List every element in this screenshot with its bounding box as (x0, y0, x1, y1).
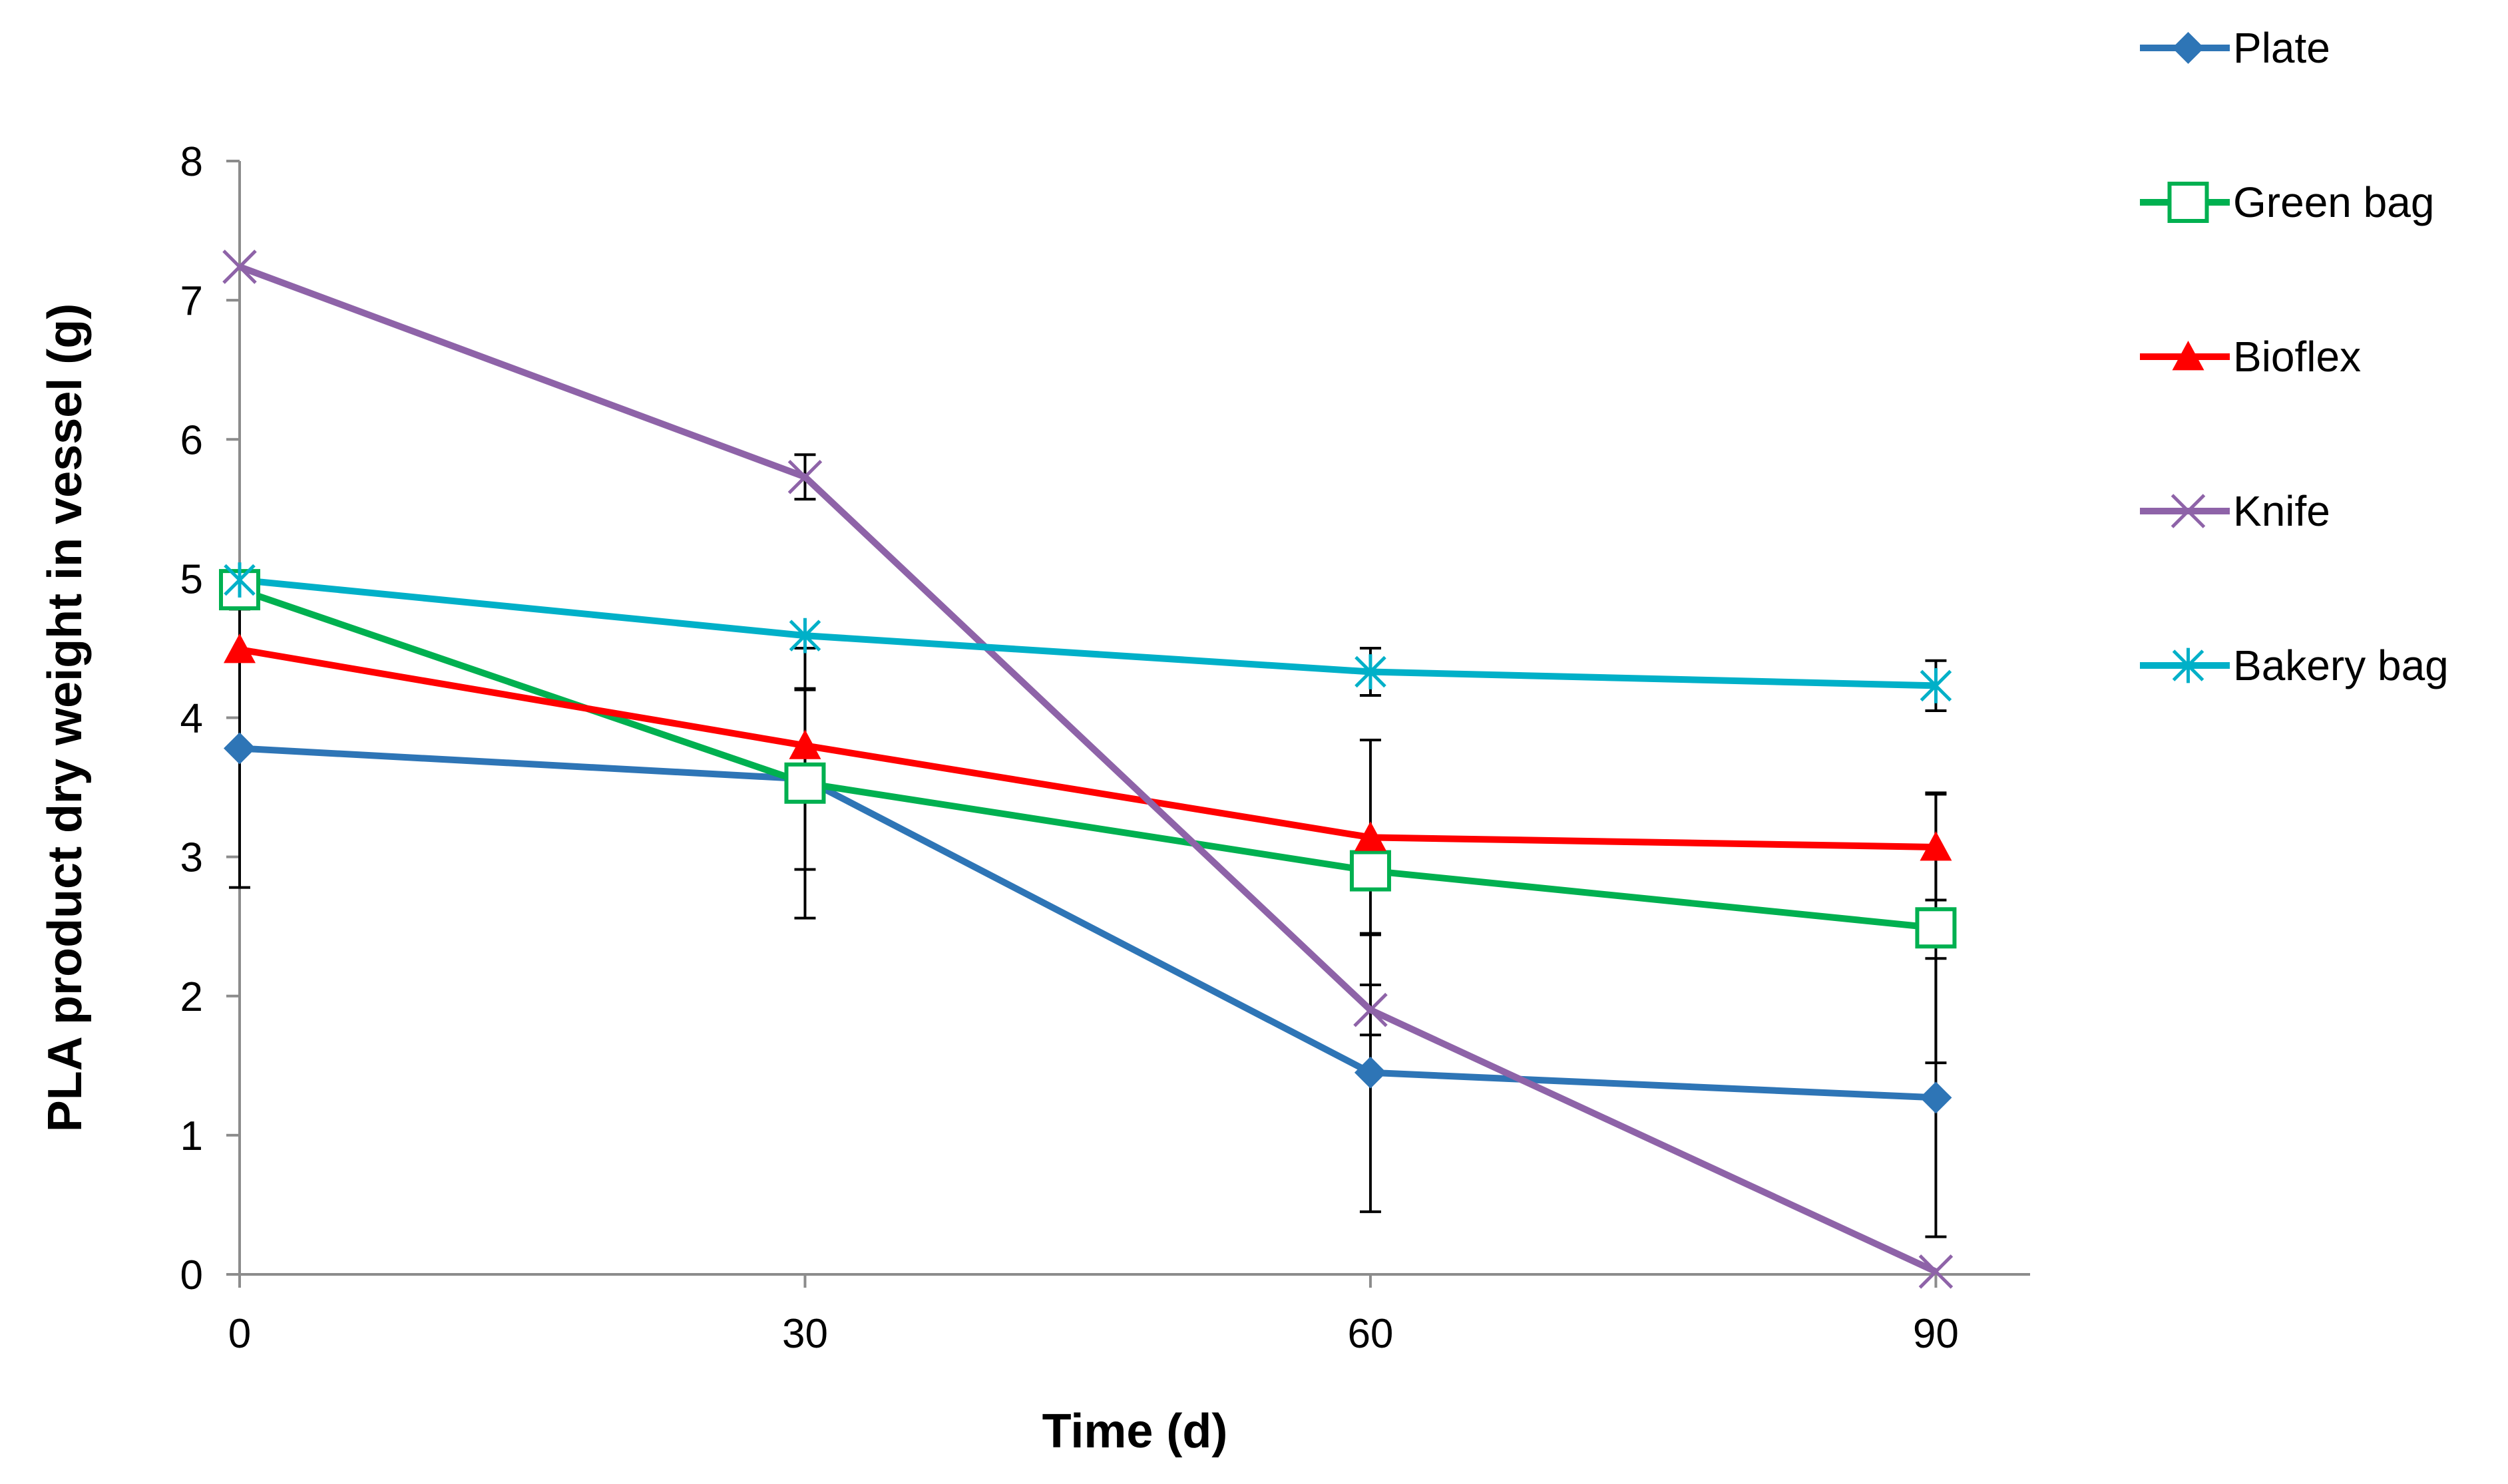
legend-marker (2172, 341, 2204, 371)
y-tick-label: 5 (180, 556, 203, 602)
y-tick-label: 4 (180, 696, 203, 742)
legend-item-plate: Plate (2140, 24, 2330, 72)
x-axis-title: Time (d) (1042, 1405, 1228, 1458)
chart-axes: 0 1 2 3 4 5 6 7 8 0 30 60 90 (180, 139, 2030, 1357)
legend-label: Plate (2233, 24, 2330, 72)
marker-stroke (222, 250, 257, 284)
bioflex-line (239, 646, 1936, 850)
marker-stroke (787, 459, 823, 494)
y-tick-label: 1 (180, 1113, 203, 1159)
legend-marker (2172, 648, 2204, 683)
plate-point (1354, 1056, 1386, 1089)
legend-item-green-bag: Green bag (2140, 178, 2434, 226)
marker-stroke (1353, 992, 1388, 1027)
bakery-bag-line (239, 576, 1936, 689)
knife-point (787, 459, 823, 494)
y-tick-label: 8 (180, 139, 203, 185)
y-tick-label: 7 (180, 278, 203, 324)
y-axis-title: PLA product dry weight in vessel (g) (39, 303, 92, 1132)
legend-marker (2171, 494, 2206, 528)
series-markers (219, 250, 1957, 1289)
green-bag-point (784, 762, 826, 804)
knife-line (238, 264, 1938, 1275)
marker-stroke (2171, 494, 2206, 528)
bioflex-point (224, 634, 256, 663)
legend-item-bakery-bag: Bakery bag (2140, 642, 2449, 689)
plate-line (239, 745, 1936, 1101)
legend-item-bioflex: Bioflex (2140, 333, 2361, 381)
plate-point (224, 732, 256, 765)
legend-label: Knife (2233, 487, 2330, 535)
bakery-bag-point (1355, 654, 1386, 689)
bioflex-point (1354, 821, 1386, 851)
green-bag-line (238, 586, 1936, 932)
bioflex-point (789, 729, 821, 759)
y-tick-label: 6 (180, 417, 203, 463)
y-tick-label: 3 (180, 835, 203, 881)
legend-label: Green bag (2233, 178, 2434, 226)
x-tick-label: 90 (1913, 1311, 1959, 1357)
bakery-bag-point (224, 562, 256, 598)
bioflex-point (1920, 831, 1952, 861)
y-tick-label: 2 (180, 974, 203, 1020)
series-lines (238, 264, 1938, 1275)
x-tick-label: 0 (228, 1311, 251, 1357)
plate-point (1920, 1081, 1952, 1114)
knife-point (222, 250, 257, 284)
x-tick-label: 60 (1347, 1311, 1393, 1357)
legend-label: Bakery bag (2233, 642, 2449, 689)
knife-point (1353, 992, 1388, 1027)
x-tick-label: 30 (782, 1311, 828, 1357)
legend-item-knife: Knife (2140, 487, 2330, 535)
legend-marker (2172, 32, 2204, 64)
y-tick-label: 0 (180, 1252, 203, 1298)
green-bag-point (1349, 850, 1391, 892)
bakery-bag-point (789, 618, 821, 653)
legend: Plate Green bag Bioflex Knife Bakery bag (2140, 24, 2449, 689)
knife-point (1918, 1254, 1954, 1289)
marker-stroke (1918, 1254, 1954, 1289)
legend-label: Bioflex (2233, 333, 2361, 381)
bakery-bag-point (1920, 668, 1952, 703)
green-bag-point (1915, 907, 1957, 949)
legend-marker (2167, 182, 2209, 223)
